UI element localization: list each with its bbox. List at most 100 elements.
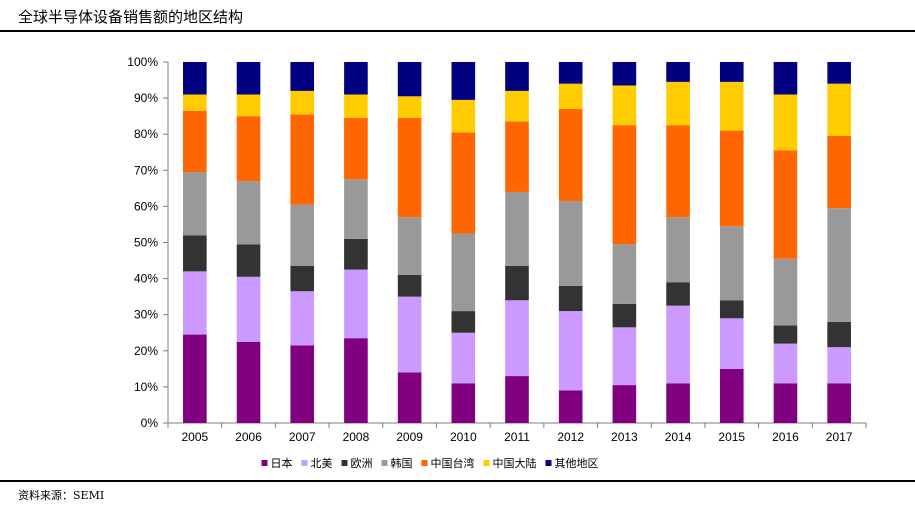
bar-segment <box>236 341 261 423</box>
bar-segment <box>397 117 422 218</box>
bar-segment <box>451 383 476 423</box>
bar-segment <box>666 383 690 423</box>
legend-swatch <box>341 460 348 466</box>
bar-segment <box>236 181 261 245</box>
bar-segment <box>827 83 851 136</box>
bar-segment <box>397 372 422 423</box>
bar-segment <box>719 318 744 369</box>
bar-segment <box>397 296 422 373</box>
y-tick-label: 80% <box>134 127 158 141</box>
bar-segment <box>344 238 368 270</box>
x-tick-label: 2015 <box>718 430 745 444</box>
bar-segment <box>451 132 476 234</box>
y-tick-label: 0% <box>141 416 159 430</box>
bar-segment <box>183 62 207 95</box>
y-axis: 0% 10% 20% 30% 40% 50% 60% 70% 80% 90% 100% <box>127 55 169 430</box>
legend-swatch <box>301 460 308 466</box>
bar-segment <box>773 258 798 326</box>
bar-segment <box>183 94 207 111</box>
bar-segment <box>827 321 851 348</box>
stacked-bar-chart: 0%10%20%30%40%50%60%70%80%90%100% 2005 20… <box>127 55 867 470</box>
bar-segment <box>558 83 583 109</box>
bar-segment <box>773 62 798 95</box>
legend-swatch <box>545 460 552 466</box>
bar-segment <box>236 62 261 95</box>
x-tick-label: 2006 <box>235 430 262 444</box>
bar-segment <box>290 345 315 423</box>
bar-segment <box>451 233 476 312</box>
bar-segment <box>344 338 368 423</box>
bar-segment <box>451 62 476 100</box>
bar-segment <box>612 62 637 86</box>
bar-segment <box>236 94 261 117</box>
x-tick-label: 2016 <box>772 430 799 444</box>
bar-segment <box>612 327 637 386</box>
bar-segment <box>290 204 315 266</box>
legend-swatch <box>381 460 388 466</box>
bar-segment <box>236 276 261 342</box>
y-tick-label: 60% <box>134 199 158 213</box>
bar-segment <box>236 244 261 277</box>
bar-segment <box>773 383 798 423</box>
bar-segment <box>612 244 637 304</box>
page-title: 全球半导体设备销售额的地区结构 <box>18 8 244 26</box>
bar-segment <box>290 265 315 292</box>
bar-segment <box>183 334 207 423</box>
x-axis: 2005 2006 2007 2008 2009 2010 2011 2012 2013 2014… <box>167 422 867 444</box>
bar-segment <box>612 85 637 126</box>
bar-segment <box>451 311 476 333</box>
bar-segment <box>397 274 422 297</box>
bar-segment <box>827 208 851 322</box>
bar-segment <box>666 282 690 306</box>
bar-segment <box>558 108 583 201</box>
bar-segment <box>827 347 851 384</box>
bar-segment <box>451 99 476 133</box>
x-tick-label: 2011 <box>504 430 530 444</box>
bar-segment <box>236 116 261 182</box>
bar-segment <box>505 62 529 91</box>
bar-segment <box>719 368 744 423</box>
bar-segment <box>505 376 529 423</box>
bar-segment <box>290 62 315 91</box>
legend-swatch <box>483 460 490 466</box>
bar-segment <box>719 226 744 301</box>
x-tick-label: 2008 <box>343 430 370 444</box>
bar-segment <box>612 385 637 423</box>
y-tick-label: 40% <box>134 272 158 286</box>
bar-segment <box>666 217 690 283</box>
legend-item: 北美 <box>301 457 333 470</box>
bar-segment <box>666 81 690 126</box>
bar-segment <box>773 94 798 151</box>
bar-segment <box>558 390 583 423</box>
bar-segment <box>505 300 529 377</box>
bar-segment <box>290 114 315 205</box>
bar-segment <box>397 96 422 118</box>
source-note: 资料来源：SEMI <box>18 489 105 502</box>
y-tick-label: 10% <box>134 380 158 394</box>
bar-segment <box>666 305 690 384</box>
legend: 日本 北美 欧洲 韩国 中国台湾 中国大陆 其他地区 <box>261 456 599 470</box>
bar-segment <box>719 62 744 82</box>
bar-segment <box>666 62 690 82</box>
bar-segment <box>719 130 744 227</box>
y-tick-label: 90% <box>134 91 158 105</box>
bar-segment <box>344 94 368 118</box>
y-tick-label: 30% <box>134 308 158 322</box>
bar-segment <box>451 332 476 384</box>
legend-item: 其他地区 <box>545 457 599 470</box>
legend-label: 中国大陆 <box>493 456 537 470</box>
bar-segment <box>183 271 207 335</box>
x-tick-label: 2005 <box>181 430 208 444</box>
bar-segment <box>505 265 529 301</box>
bar-segment <box>827 383 851 423</box>
bar-segment <box>505 121 529 192</box>
y-tick-label: 50% <box>134 236 158 250</box>
legend-item: 欧洲 <box>341 457 373 470</box>
bar-segment <box>344 62 368 95</box>
legend-label: 日本 <box>271 456 293 470</box>
bar-segment <box>558 200 583 286</box>
bar-segment <box>344 117 368 180</box>
bar-segment <box>558 311 583 391</box>
bar-segment <box>505 191 529 266</box>
